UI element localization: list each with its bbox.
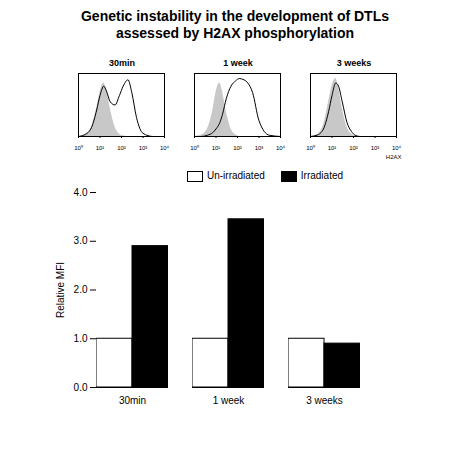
svg-text:Relative MFI: Relative MFI <box>55 262 66 318</box>
svg-text:10⁴: 10⁴ <box>276 145 286 151</box>
svg-text:1 week: 1 week <box>213 394 246 405</box>
svg-text:10⁴: 10⁴ <box>160 145 170 151</box>
svg-text:10¹: 10¹ <box>328 145 337 151</box>
html-text:assessed by H2AX phosphorylati: assessed by H2AX phosphorylation <box>116 25 354 41</box>
html-text:3 weeks: 3 weeks <box>336 58 372 68</box>
html-text:30min: 30min <box>109 58 135 68</box>
svg-text:4.0: 4.0 <box>74 187 88 198</box>
svg-text:2.0: 2.0 <box>74 284 88 295</box>
svg-text:10³: 10³ <box>255 145 264 151</box>
svg-text:3.0: 3.0 <box>74 235 88 246</box>
svg-text:10⁴: 10⁴ <box>392 145 402 151</box>
html-text:Irradiated: Irradiated <box>300 170 343 181</box>
svg-text:10¹: 10¹ <box>212 145 221 151</box>
svg-text:1.0: 1.0 <box>74 333 88 344</box>
svg-text:10³: 10³ <box>371 145 380 151</box>
svg-text:0.0: 0.0 <box>74 382 88 393</box>
svg-text:10⁰: 10⁰ <box>190 144 199 151</box>
svg-text:10²: 10² <box>117 145 126 151</box>
svg-text:10⁰: 10⁰ <box>74 144 83 151</box>
svg-text:10²: 10² <box>349 145 358 151</box>
html-text:Genetic instability in the dev: Genetic instability in the development o… <box>81 8 389 24</box>
svg-text:3 weeks: 3 weeks <box>306 394 343 405</box>
html-text:1 week: 1 week <box>223 58 253 68</box>
svg-text:H2AX: H2AX <box>386 154 402 160</box>
svg-text:10²: 10² <box>233 145 242 151</box>
svg-text:10¹: 10¹ <box>96 145 105 151</box>
html-text:Un-irradiated: Un-irradiated <box>207 170 265 181</box>
svg-text:10⁰: 10⁰ <box>306 144 315 151</box>
svg-text:10³: 10³ <box>139 145 148 151</box>
svg-text:30min: 30min <box>119 394 146 405</box>
